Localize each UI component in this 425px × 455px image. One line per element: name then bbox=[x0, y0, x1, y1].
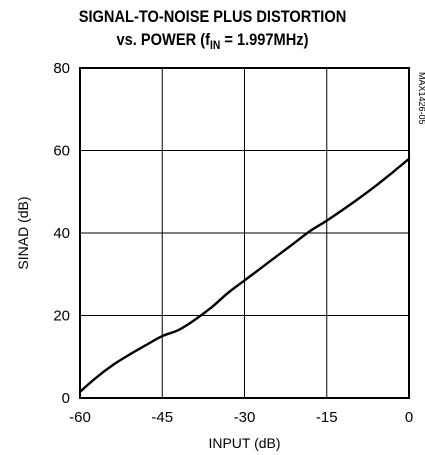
y-tick-label-2: 40 bbox=[53, 225, 70, 242]
y-axis-label: SINAD (dB) bbox=[15, 196, 31, 269]
grid-lines bbox=[80, 68, 409, 398]
y-tick-label-4: 80 bbox=[53, 60, 70, 77]
chart-title-suffix: = 1.997MHz) bbox=[220, 30, 309, 49]
x-tick-label-1: -45 bbox=[151, 409, 173, 426]
x-tick-label-2: -30 bbox=[234, 409, 256, 426]
chart-title-prefix: vs. POWER (f bbox=[116, 30, 210, 49]
y-tick-label-3: 60 bbox=[53, 143, 70, 160]
figure-code: MAX1426-05 bbox=[417, 72, 425, 125]
plot-frame bbox=[79, 67, 410, 399]
x-tick-label-4: 0 bbox=[405, 409, 413, 426]
y-tick-label-1: 20 bbox=[53, 308, 70, 325]
chart-title-line2: vs. POWER (fIN = 1.997MHz) bbox=[30, 29, 396, 51]
y-tick-label-0: 0 bbox=[62, 390, 70, 407]
chart-title-subscript: IN bbox=[209, 38, 221, 52]
x-axis-label: INPUT (dB) bbox=[208, 435, 280, 451]
chart-title-line1: SIGNAL-TO-NOISE PLUS DISTORTION bbox=[78, 7, 347, 26]
x-tick-label-0: -60 bbox=[69, 409, 91, 426]
sinad-data-line bbox=[78, 157, 411, 393]
y-tick-labels: 0 20 40 60 80 bbox=[53, 60, 70, 407]
x-tick-labels: -60 -45 -30 -15 0 bbox=[69, 409, 413, 426]
x-tick-label-3: -15 bbox=[316, 409, 338, 426]
